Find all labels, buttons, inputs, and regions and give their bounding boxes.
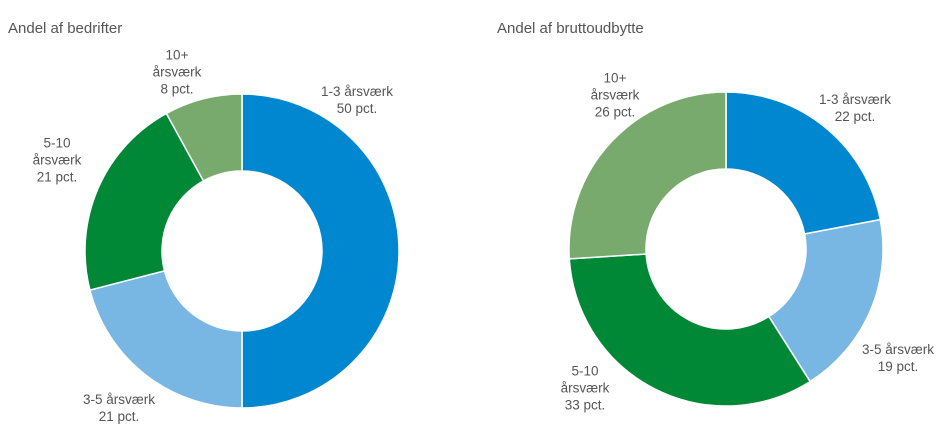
donut-slice bbox=[89, 269, 243, 409]
slice-label: 10+ årsværk 26 pct. bbox=[585, 70, 645, 121]
value-label: 8 pct. bbox=[160, 81, 194, 97]
donut-slice bbox=[84, 112, 205, 291]
chart-title: Andel af bedrifter bbox=[8, 20, 123, 37]
category-label: 1-3 årsværk bbox=[818, 92, 891, 107]
value-label: 50 pct. bbox=[336, 101, 378, 116]
donut-slice bbox=[241, 93, 400, 409]
donut-slice bbox=[725, 91, 882, 235]
slice-label: 5-10 årsværk 33 pct. bbox=[555, 363, 615, 414]
value-label: 21 pct. bbox=[36, 169, 78, 185]
category-label: 5-10 årsværk bbox=[560, 363, 610, 396]
value-label: 26 pct. bbox=[594, 104, 636, 120]
value-label: 21 pct. bbox=[98, 409, 140, 424]
category-label: 5-10 årsværk bbox=[32, 135, 82, 168]
category-label: 10+ årsværk bbox=[590, 70, 640, 103]
value-label: 22 pct. bbox=[834, 109, 876, 124]
donut-slice bbox=[165, 93, 243, 182]
category-label: 3-5 årsværk bbox=[861, 342, 934, 357]
slice-label: 3-5 årsværk 19 pct. bbox=[843, 341, 943, 375]
value-label: 19 pct. bbox=[877, 359, 919, 374]
value-label: 33 pct. bbox=[564, 397, 606, 413]
donut-slice bbox=[568, 91, 727, 260]
category-label: 3-5 årsværk bbox=[82, 392, 155, 407]
slice-label: 1-3 årsværk 50 pct. bbox=[302, 83, 412, 117]
slice-label: 3-5 årsværk 21 pct. bbox=[64, 391, 174, 425]
donut-slice bbox=[568, 253, 812, 407]
slice-label: 10+ årsværk 8 pct. bbox=[147, 47, 207, 98]
category-label: 1-3 årsværk bbox=[320, 84, 393, 99]
slice-label: 5-10 årsværk 21 pct. bbox=[27, 135, 87, 186]
slice-label: 1-3 årsværk 22 pct. bbox=[800, 91, 910, 125]
donut-slice bbox=[767, 218, 884, 383]
category-label: 10+ årsværk bbox=[152, 47, 202, 80]
chart-title: Andel af bruttoudbytte bbox=[497, 20, 644, 37]
